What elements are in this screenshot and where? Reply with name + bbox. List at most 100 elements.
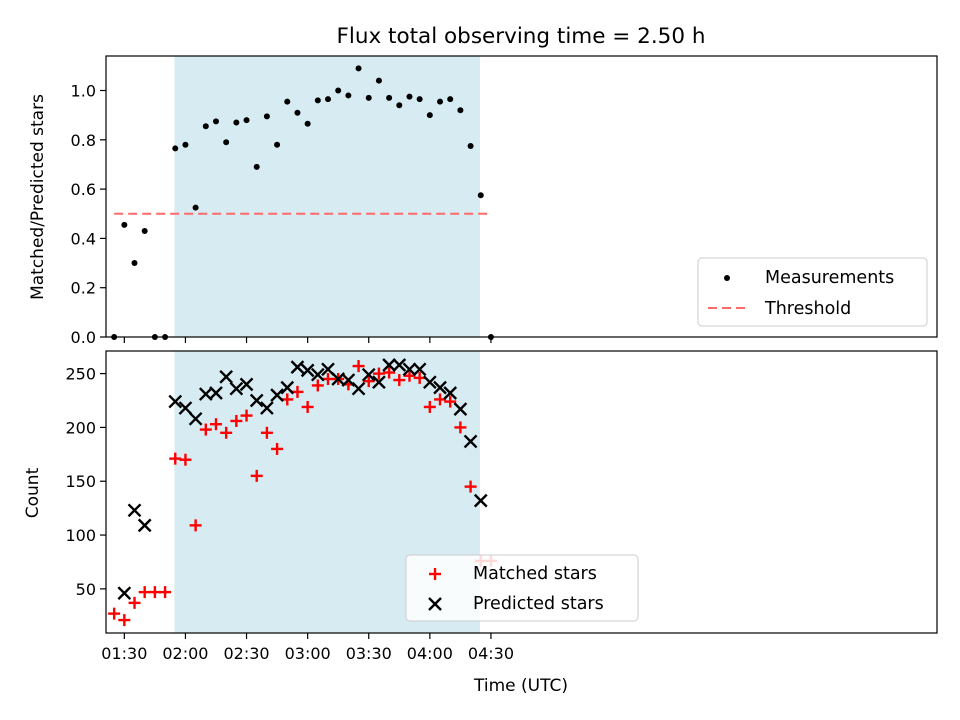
measurement-point xyxy=(253,163,260,170)
x-tick-label: 02:30 xyxy=(223,644,269,663)
predicted-star-point xyxy=(219,369,234,384)
measurement-point xyxy=(141,228,148,235)
measurement-point xyxy=(294,109,301,116)
predicted-star-point xyxy=(188,411,203,426)
measurement-point xyxy=(355,65,362,72)
matched-star-point xyxy=(179,453,192,466)
measurement-point xyxy=(172,145,179,152)
matched-star-point xyxy=(464,480,477,493)
measurement-point xyxy=(386,94,393,101)
bottom-y-label: Count xyxy=(23,467,43,518)
matched-star-point xyxy=(128,596,141,609)
predicted-star-point xyxy=(361,367,376,382)
bottom-y-axis: 50 100 150 200 250 xyxy=(65,365,106,599)
measurement-point xyxy=(131,260,138,267)
predicted-star-point xyxy=(137,518,152,533)
y-tick-label: 150 xyxy=(65,472,96,491)
top-panel: 0.0 0.2 0.4 0.6 0.8 1.0 Matched/Predicted sta… xyxy=(28,55,938,347)
measurement-point xyxy=(182,141,189,148)
predicted-star-point xyxy=(473,493,488,508)
y-tick-label: 0.6 xyxy=(71,180,96,199)
measurement-point xyxy=(437,98,444,105)
matched-star-point xyxy=(209,418,222,431)
measurement-point xyxy=(223,139,230,146)
measurement-point xyxy=(447,96,454,103)
predicted-star-point xyxy=(412,362,427,377)
matched-star-point xyxy=(311,379,324,392)
matched-star-point xyxy=(291,385,304,398)
legend-matched-marker xyxy=(429,568,441,580)
matched-star-point xyxy=(322,372,335,385)
y-tick-label: 0.2 xyxy=(71,279,96,298)
top-observing-window xyxy=(174,56,480,337)
bottom-x-axis: 01:30 02:00 02:30 03:00 03:30 04:00 04:30 xyxy=(101,633,514,663)
predicted-star-point xyxy=(382,358,396,372)
y-tick-label: 100 xyxy=(65,526,96,545)
predicted-star-point xyxy=(402,362,417,377)
predicted-star-point xyxy=(443,386,458,400)
matched-star-point xyxy=(352,360,365,373)
measurement-point xyxy=(284,98,291,105)
measurement-point xyxy=(457,107,464,114)
matched-star-point xyxy=(434,393,447,406)
legend-predicted-label: Predicted stars xyxy=(473,594,604,614)
matched-star-point xyxy=(413,371,426,384)
matched-star-point xyxy=(230,414,243,427)
predicted-star-point xyxy=(270,388,284,402)
top-legend: Measurements Threshold xyxy=(697,257,928,327)
bottom-legend: Matched stars Predicted stars xyxy=(405,554,639,622)
matched-star-point xyxy=(138,586,151,599)
x-tick-label: 01:30 xyxy=(101,644,147,663)
predicted-star-point xyxy=(392,358,407,372)
matched-star-point xyxy=(362,375,375,388)
matched-star-point xyxy=(444,395,457,408)
measurement-point xyxy=(121,221,128,228)
legend-measurements-label: Measurements xyxy=(765,268,894,288)
measurement-point xyxy=(192,204,199,211)
matched-star-point xyxy=(159,586,172,599)
y-tick-label: 0.8 xyxy=(71,131,96,150)
legend-predicted-marker xyxy=(428,597,442,611)
y-tick-label: 0.0 xyxy=(71,328,96,347)
legend-threshold-label: Threshold xyxy=(764,299,851,319)
measurement-point xyxy=(233,119,240,126)
measurement-point xyxy=(243,117,250,124)
matched-star-point xyxy=(118,614,131,627)
measurement-point xyxy=(274,141,281,148)
measurement-point xyxy=(314,97,321,104)
matched-star-point xyxy=(301,400,314,413)
matched-star-point xyxy=(393,374,406,387)
predicted-star-point xyxy=(239,377,254,392)
matched-star-point xyxy=(108,607,121,620)
legend-measurements-marker xyxy=(724,275,730,281)
x-axis-label: Time (UTC) xyxy=(473,676,568,696)
x-tick-label: 03:30 xyxy=(346,644,392,663)
matched-star-point xyxy=(220,426,233,439)
bottom-panel: 50 100 150 200 250 01:30 02:00 02:30 03:00 03:30… xyxy=(23,350,938,696)
measurement-point xyxy=(396,102,403,109)
predicted-star-point xyxy=(168,394,183,409)
predicted-star-point xyxy=(422,375,437,390)
matched-star-point xyxy=(169,452,182,465)
top-y-axis: 0.0 0.2 0.4 0.6 0.8 1.0 xyxy=(71,82,106,347)
matched-star-point xyxy=(199,423,212,436)
predicted-star-point xyxy=(433,380,447,395)
legend-matched-label: Matched stars xyxy=(473,564,597,584)
predicted-star-point xyxy=(351,381,366,396)
matched-star-point xyxy=(240,409,253,422)
predicted-star-point xyxy=(260,401,274,415)
y-tick-label: 200 xyxy=(65,418,96,437)
x-tick-label: 04:00 xyxy=(407,644,453,663)
predicted-star-point xyxy=(209,386,223,400)
matched-star-point xyxy=(383,366,396,379)
measurement-point xyxy=(375,77,382,84)
matched-star-point xyxy=(271,442,284,455)
x-tick-label: 02:00 xyxy=(162,644,208,663)
measurement-point xyxy=(406,93,413,100)
matched-stars-points xyxy=(108,360,497,627)
predicted-star-point xyxy=(310,367,325,382)
matched-star-point xyxy=(423,400,436,413)
y-tick-label: 0.4 xyxy=(71,229,96,248)
x-tick-label: 04:30 xyxy=(468,644,514,663)
